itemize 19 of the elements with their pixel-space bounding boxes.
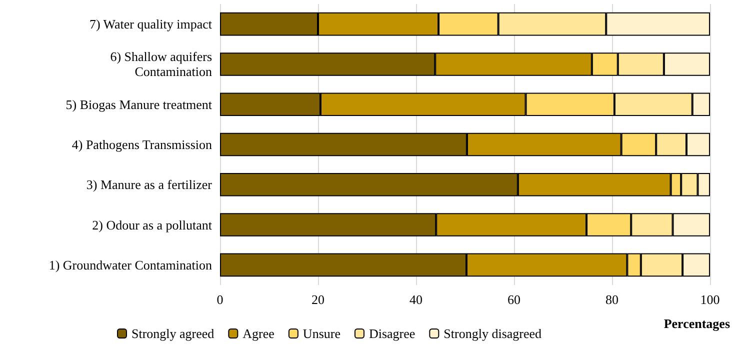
y-tick-label: 4) Pathogens Transmission [72, 137, 212, 152]
y-tick-label: 6) Shallow aquifers Contamination [110, 49, 212, 80]
y-tick-label: 3) Manure as a fertilizer [86, 177, 213, 192]
x-tick-label: 40 [410, 292, 422, 307]
x-axis-title: Percentages [664, 316, 730, 331]
legend-label: Unsure [302, 326, 341, 341]
y-tick-label: 1) Groundwater Contamination [48, 257, 212, 272]
x-tick-label: 60 [508, 292, 520, 307]
y-tick-label: 2) Odour as a pollutant [92, 217, 212, 232]
legend-label: Strongly agreed [132, 326, 215, 341]
legend-label: Disagree [368, 326, 416, 341]
x-tick-label: 100 [700, 292, 720, 307]
x-tick-label: 0 [216, 292, 224, 307]
x-tick-label: 80 [606, 292, 618, 307]
y-tick-label: 5) Biogas Manure treatment [66, 96, 212, 112]
y-tick-label: 7) Water quality impact [89, 16, 212, 32]
legend-label: Strongly disagreed [444, 326, 542, 341]
x-tick-label: 20 [312, 292, 324, 307]
legend-label: Agree [242, 326, 275, 341]
